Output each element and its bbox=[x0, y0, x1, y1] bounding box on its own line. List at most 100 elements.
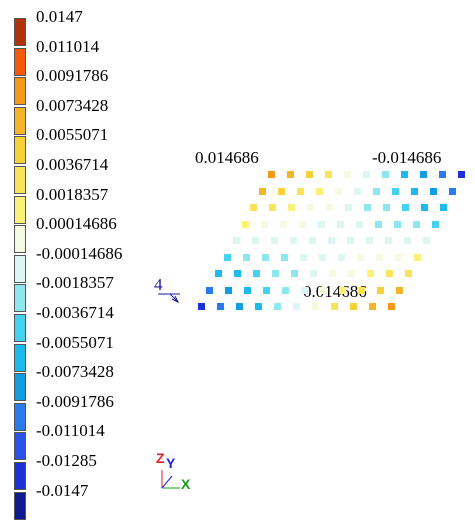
mesh-node bbox=[278, 187, 286, 195]
mesh-node bbox=[269, 204, 277, 211]
legend-label: -0.0147 bbox=[36, 480, 89, 500]
mesh-node bbox=[292, 303, 300, 310]
mesh-node bbox=[348, 270, 356, 277]
legend-swatch bbox=[14, 225, 26, 254]
legend-swatch bbox=[14, 373, 26, 402]
legend-swatch bbox=[14, 343, 26, 372]
mesh-node bbox=[244, 286, 252, 294]
axis-triad-icon bbox=[161, 470, 180, 489]
mesh-node bbox=[355, 220, 363, 228]
mesh-node bbox=[363, 171, 370, 178]
axis-z-label: Z bbox=[156, 450, 165, 466]
mesh-node bbox=[368, 303, 376, 310]
mesh-node bbox=[253, 270, 261, 277]
mesh-node bbox=[346, 237, 354, 244]
node-value-top-right: -0.014686 bbox=[372, 148, 442, 167]
legend-label: -0.00014686 bbox=[36, 243, 123, 263]
mesh-node bbox=[262, 253, 269, 261]
legend-label: -0.0018357 bbox=[36, 273, 114, 293]
legend-swatch bbox=[14, 136, 26, 165]
mesh-node bbox=[358, 286, 366, 294]
mesh-node bbox=[320, 286, 328, 294]
legend-swatch bbox=[14, 432, 26, 461]
mesh-node bbox=[336, 220, 344, 228]
mesh-node bbox=[319, 253, 326, 261]
legend-label: -0.0036714 bbox=[36, 303, 114, 322]
mesh-node bbox=[268, 171, 275, 178]
legend-swatch bbox=[14, 77, 26, 106]
mesh-node bbox=[338, 253, 345, 261]
mesh-node bbox=[298, 220, 306, 228]
legend-label: -0.01285 bbox=[36, 451, 97, 470]
mesh-node bbox=[215, 270, 223, 277]
mesh-node bbox=[251, 237, 259, 244]
mesh-node bbox=[279, 220, 287, 228]
mesh-node bbox=[421, 204, 429, 211]
legend-label: 0.011014 bbox=[36, 36, 100, 56]
node-value-top-left: 0.014686 bbox=[195, 148, 259, 167]
mesh-node bbox=[216, 303, 224, 310]
mesh-node bbox=[403, 237, 411, 244]
node-value-bottom: 0.014686 bbox=[303, 282, 367, 301]
mesh-node bbox=[235, 303, 243, 310]
legend-swatch bbox=[14, 195, 26, 224]
mesh-node bbox=[287, 171, 294, 178]
mesh-node bbox=[259, 187, 267, 195]
mesh-node bbox=[339, 286, 347, 294]
axis-x-label: X bbox=[181, 476, 191, 492]
mesh-node bbox=[317, 220, 325, 228]
mesh-node bbox=[374, 220, 382, 228]
mesh-node bbox=[396, 286, 404, 294]
mesh-node bbox=[364, 204, 372, 211]
mesh-node bbox=[243, 253, 250, 261]
mesh-node bbox=[357, 253, 364, 261]
mesh-node bbox=[232, 237, 240, 244]
mesh-node bbox=[282, 286, 290, 294]
mesh-node bbox=[439, 171, 446, 178]
mesh-node bbox=[254, 303, 262, 310]
axis-y-label: Y bbox=[166, 455, 176, 471]
mesh-node bbox=[206, 286, 214, 294]
mesh-node bbox=[349, 303, 357, 310]
legend-label: 0.00014686 bbox=[36, 214, 117, 234]
legend-swatch bbox=[14, 402, 26, 431]
mesh-node bbox=[440, 204, 448, 211]
legend-label: -0.0073428 bbox=[36, 362, 114, 382]
mesh-node bbox=[382, 171, 389, 178]
mesh-node bbox=[327, 237, 335, 244]
mesh-node bbox=[310, 270, 318, 277]
legend-label: 0.0018357 bbox=[36, 184, 109, 204]
legend-swatch bbox=[14, 284, 26, 313]
mesh-node bbox=[431, 220, 439, 228]
axis-triad: Z Y X bbox=[150, 450, 200, 495]
mesh-node bbox=[430, 187, 438, 195]
mesh-node bbox=[422, 237, 430, 244]
mesh-node bbox=[405, 270, 413, 277]
mesh-node bbox=[291, 270, 299, 277]
mesh-node bbox=[316, 187, 324, 195]
mesh-node bbox=[225, 286, 233, 294]
load-arrow bbox=[158, 293, 180, 304]
mesh-node bbox=[330, 303, 338, 310]
mesh-node bbox=[308, 237, 316, 244]
mesh-node bbox=[411, 187, 419, 195]
mesh-node bbox=[234, 270, 242, 277]
legend-swatch bbox=[14, 106, 26, 135]
mesh-node bbox=[270, 237, 278, 244]
mesh-node bbox=[306, 171, 313, 178]
legend-swatch bbox=[14, 314, 26, 342]
mesh-node bbox=[395, 253, 402, 261]
legend-swatch bbox=[14, 462, 26, 490]
mesh-node bbox=[387, 303, 395, 310]
mesh-node bbox=[224, 253, 231, 261]
mesh-node bbox=[458, 171, 465, 178]
mesh-node bbox=[449, 187, 457, 195]
mesh-node bbox=[412, 220, 420, 228]
color-legend: 0.0147 0.011014 0.0091786 0.0073428 0.005507… bbox=[0, 0, 160, 520]
mesh-node bbox=[260, 220, 268, 228]
mesh-node bbox=[345, 204, 353, 211]
legend-label: 0.0147 bbox=[36, 7, 83, 26]
mesh-node bbox=[301, 286, 309, 294]
mesh-node bbox=[288, 204, 296, 211]
contour-plot: 0.014686 -0.014686 0.014686 4 bbox=[154, 148, 465, 310]
